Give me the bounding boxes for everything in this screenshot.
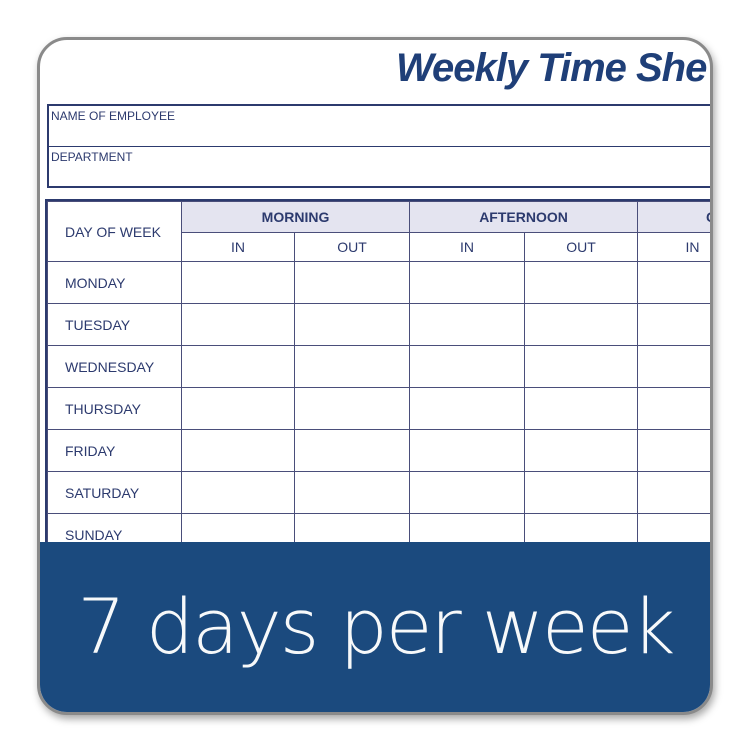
sheet-title: Weekly Time She xyxy=(396,46,707,90)
time-cell[interactable] xyxy=(524,471,639,514)
time-cell[interactable] xyxy=(637,429,710,472)
afternoon-in-header: IN xyxy=(409,232,526,262)
time-cell[interactable] xyxy=(409,429,526,472)
time-sheet-table: DAY OF WEEK MORNING AFTERNOON C IN OUT I… xyxy=(44,199,710,558)
time-cell[interactable] xyxy=(293,387,411,430)
time-cell[interactable] xyxy=(524,345,639,388)
table-row: TUESDAY xyxy=(47,303,710,346)
table-row: WEDNESDAY xyxy=(47,345,710,388)
day-of-week-header: DAY OF WEEK xyxy=(47,201,182,262)
employee-info-box: NAME OF EMPLOYEE DEPARTMENT xyxy=(47,104,710,188)
day-label: THURSDAY xyxy=(47,387,182,430)
time-cell[interactable] xyxy=(181,261,295,304)
product-card: Weekly Time She NAME OF EMPLOYEE DEPARTM… xyxy=(37,37,713,715)
time-cell[interactable] xyxy=(637,303,710,346)
time-cell[interactable] xyxy=(409,471,526,514)
time-cell[interactable] xyxy=(181,387,295,430)
time-cell[interactable] xyxy=(524,261,639,304)
morning-in-header: IN xyxy=(181,232,295,262)
afternoon-out-header: OUT xyxy=(524,232,639,262)
time-cell[interactable] xyxy=(293,261,411,304)
time-cell[interactable] xyxy=(637,345,710,388)
time-cell[interactable] xyxy=(181,471,295,514)
time-cell[interactable] xyxy=(409,345,526,388)
time-cell[interactable] xyxy=(293,471,411,514)
time-cell[interactable] xyxy=(409,303,526,346)
afternoon-header: AFTERNOON xyxy=(409,201,639,233)
day-label: WEDNESDAY xyxy=(47,345,182,388)
day-label: TUESDAY xyxy=(47,303,182,346)
time-cell[interactable] xyxy=(409,261,526,304)
time-cell[interactable] xyxy=(293,303,411,346)
name-of-employee-field: NAME OF EMPLOYEE xyxy=(49,106,710,147)
time-cell[interactable] xyxy=(637,261,710,304)
time-cell[interactable] xyxy=(293,345,411,388)
time-cell[interactable] xyxy=(181,429,295,472)
department-field: DEPARTMENT xyxy=(51,150,133,164)
day-label: MONDAY xyxy=(47,261,182,304)
time-cell[interactable] xyxy=(181,345,295,388)
morning-header: MORNING xyxy=(180,201,411,233)
third-in-header: IN xyxy=(637,232,710,262)
caption-banner: 7 days per week xyxy=(40,542,710,712)
time-cell[interactable] xyxy=(637,471,710,514)
table-row: FRIDAY xyxy=(47,429,710,472)
time-cell[interactable] xyxy=(524,387,639,430)
table-row: MONDAY xyxy=(47,261,710,304)
table-row: SATURDAY xyxy=(47,471,710,514)
morning-out-header: OUT xyxy=(293,232,411,262)
third-period-header: C xyxy=(637,201,710,233)
day-label: FRIDAY xyxy=(47,429,182,472)
day-label: SATURDAY xyxy=(47,471,182,514)
time-cell[interactable] xyxy=(524,429,639,472)
time-cell[interactable] xyxy=(524,303,639,346)
time-cell[interactable] xyxy=(293,429,411,472)
time-cell[interactable] xyxy=(637,387,710,430)
time-cell[interactable] xyxy=(409,387,526,430)
time-cell[interactable] xyxy=(181,303,295,346)
caption-text: 7 days per week xyxy=(77,582,675,671)
third-period-label: C xyxy=(706,209,710,225)
table-row: THURSDAY xyxy=(47,387,710,430)
